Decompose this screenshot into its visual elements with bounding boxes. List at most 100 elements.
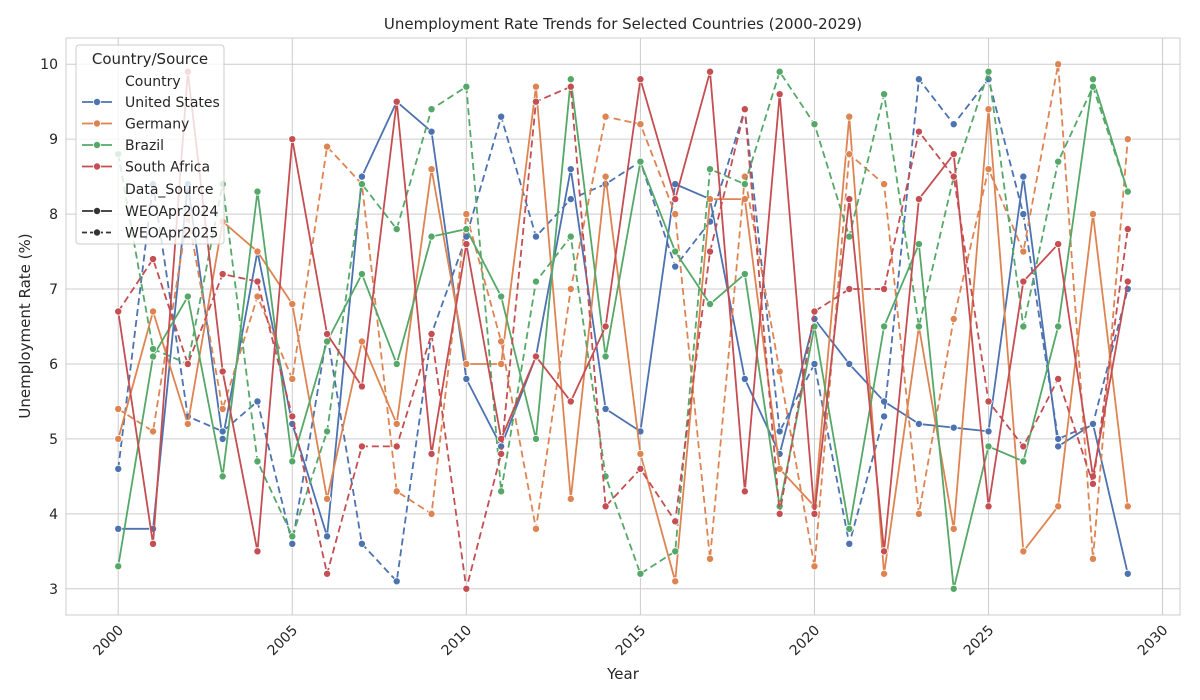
data-point [1019, 247, 1028, 256]
data-point [392, 487, 401, 496]
data-point [462, 374, 471, 383]
data-point [740, 180, 749, 189]
data-point [566, 165, 575, 174]
data-point [462, 359, 471, 368]
data-point [149, 427, 158, 436]
data-point [288, 539, 297, 548]
legend-label: Germany [125, 117, 189, 133]
x-tick-label: 2030 [1135, 623, 1172, 660]
x-tick-label: 2005 [265, 623, 302, 660]
data-point [497, 487, 506, 496]
data-point [775, 427, 784, 436]
data-point [357, 539, 366, 548]
data-point [427, 165, 436, 174]
series-south-africa-weoapr2025 [114, 82, 1132, 593]
series-south-africa-weoapr2024 [114, 67, 1132, 556]
data-point [914, 322, 923, 331]
y-tick-label: 8 [49, 207, 58, 223]
data-point [497, 112, 506, 121]
data-point [253, 277, 262, 286]
legend-source-header: Data_Source [125, 182, 214, 198]
data-point [706, 67, 715, 76]
data-point [810, 322, 819, 331]
data-point [845, 524, 854, 533]
data-point [357, 270, 366, 279]
data-point [1054, 157, 1063, 166]
data-point [323, 532, 332, 541]
data-point [775, 367, 784, 376]
data-point [1123, 187, 1132, 196]
legend-label: WEOApr2025 [125, 226, 218, 242]
data-point [114, 464, 123, 473]
data-point [1123, 569, 1132, 578]
data-point [392, 359, 401, 368]
data-point [984, 67, 993, 76]
data-point [740, 172, 749, 181]
data-point [427, 449, 436, 458]
plot-frame [65, 37, 1181, 616]
data-point [1088, 419, 1097, 428]
data-point [636, 157, 645, 166]
data-point [740, 487, 749, 496]
data-point [288, 457, 297, 466]
legend-title: Country/Source [92, 50, 208, 68]
data-point [601, 112, 610, 121]
data-point [845, 285, 854, 294]
data-point [218, 472, 227, 481]
data-point [880, 569, 889, 578]
data-point [462, 240, 471, 249]
data-point [1019, 442, 1028, 451]
x-tick-label: 2025 [961, 623, 998, 660]
data-point [149, 255, 158, 264]
data-point [1123, 502, 1132, 511]
data-point [531, 97, 540, 106]
data-point [671, 517, 680, 526]
series-line [117, 78, 1129, 590]
data-point [1088, 210, 1097, 219]
plot-background [66, 38, 1180, 615]
data-point [1088, 82, 1097, 91]
data-point [671, 247, 680, 256]
series-line [117, 70, 1129, 575]
data-point [880, 547, 889, 556]
data-point [288, 300, 297, 309]
data-point [706, 247, 715, 256]
data-point [462, 82, 471, 91]
data-point [288, 374, 297, 383]
data-point [288, 532, 297, 541]
data-point [775, 67, 784, 76]
data-point [1123, 135, 1132, 144]
legend-country-header: Country [125, 74, 181, 90]
legend-box [75, 44, 225, 245]
data-point [218, 427, 227, 436]
data-point [601, 322, 610, 331]
data-point [636, 569, 645, 578]
data-point [1123, 225, 1132, 234]
legend-source-entries: WEOApr2024 WEOApr2025 [82, 204, 218, 242]
data-point [149, 344, 158, 353]
data-point [253, 547, 262, 556]
data-point [601, 404, 610, 413]
data-point [810, 509, 819, 518]
data-point [114, 562, 123, 571]
data-point [949, 584, 958, 593]
data-point [984, 502, 993, 511]
data-point [1054, 442, 1063, 451]
data-point [357, 442, 366, 451]
data-point [392, 577, 401, 586]
data-point [671, 547, 680, 556]
data-point [497, 292, 506, 301]
data-point [1054, 60, 1063, 69]
data-point [880, 322, 889, 331]
data-point [114, 307, 123, 316]
data-point [1054, 322, 1063, 331]
data-point [462, 225, 471, 234]
legend-country-entries: United States Germany Brazil South Africa [82, 95, 220, 176]
series-line [117, 63, 1129, 568]
data-point [949, 315, 958, 324]
data-point [531, 524, 540, 533]
data-point [114, 404, 123, 413]
data-point [984, 427, 993, 436]
y-tick-label: 6 [49, 357, 58, 373]
data-point [1019, 457, 1028, 466]
